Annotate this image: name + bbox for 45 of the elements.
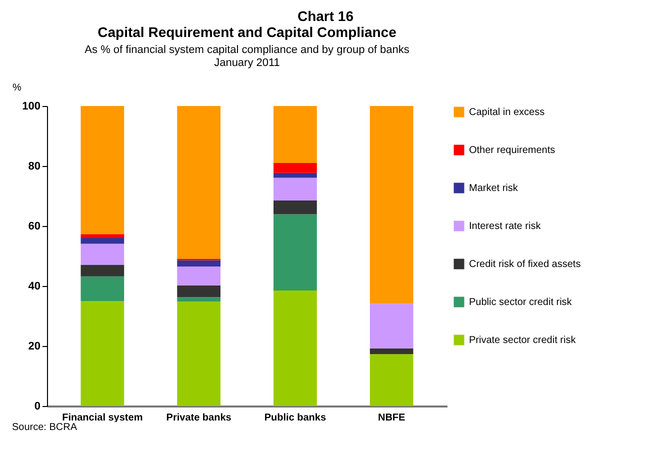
- legend-label: Other requirements: [469, 145, 556, 156]
- y-tick-label: 60: [28, 220, 40, 232]
- bar: [80, 234, 124, 238]
- bar: [177, 266, 220, 286]
- bar: [80, 264, 124, 276]
- bar: [177, 302, 220, 406]
- y-axis-title: %: [12, 82, 22, 94]
- bar: [177, 285, 220, 298]
- x-tick-label: Private banks: [166, 412, 232, 424]
- bar: [274, 163, 317, 173]
- bar: [274, 172, 317, 178]
- legend-label: Credit risk of fixed assets: [469, 259, 581, 270]
- bar: [177, 106, 220, 259]
- bar: [80, 276, 124, 301]
- source-note: Source: BCRA: [11, 422, 78, 433]
- chart-subtitle: As % of financial system capital compliance and by group of banks January 2011: [84, 44, 410, 69]
- bar: [274, 178, 317, 200]
- x-tick-label: NBFE: [378, 412, 406, 424]
- caption: Chart 16: [296, 7, 355, 24]
- legend-label: Private sector credit risk: [469, 335, 577, 346]
- bar: [370, 106, 414, 304]
- bar: [274, 200, 317, 214]
- y-tick-label: 80: [28, 160, 40, 172]
- bar: [370, 354, 414, 406]
- bar: [177, 260, 220, 266]
- legend-label: Capital in excess: [469, 107, 545, 118]
- bar: [370, 304, 414, 348]
- y-tick-label: 0: [34, 400, 40, 412]
- chart-title: Capital Requirement and Capital Compliance: [98, 24, 397, 40]
- legend-label: Market risk: [469, 183, 519, 194]
- y-tick-label: 100: [22, 100, 40, 112]
- bar: [80, 301, 124, 406]
- bar: [274, 106, 317, 163]
- x-tick-label: Public banks: [264, 412, 326, 424]
- bar: [80, 238, 124, 244]
- bar: [177, 297, 220, 302]
- bar: [80, 106, 124, 234]
- legend-label: Interest rate risk: [469, 221, 542, 232]
- bar: [274, 290, 317, 406]
- bar: [274, 214, 317, 290]
- y-tick-label: 40: [28, 280, 40, 292]
- bar: [80, 244, 124, 265]
- legend-label: Public sector credit risk: [469, 297, 573, 308]
- y-tick-label: 20: [28, 340, 40, 352]
- bar: [370, 348, 414, 354]
